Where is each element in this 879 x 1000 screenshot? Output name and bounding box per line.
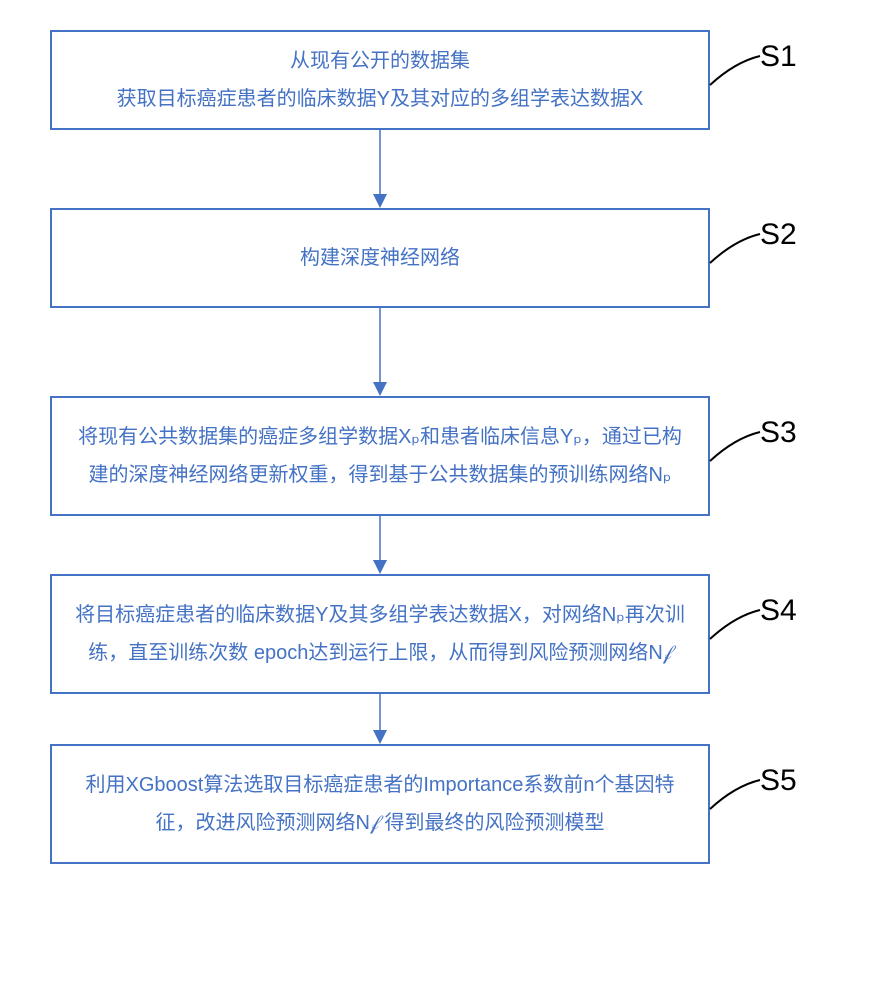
callout-swoosh bbox=[705, 604, 765, 644]
callout-swoosh bbox=[705, 228, 765, 268]
callout-swoosh bbox=[705, 774, 765, 814]
step-box-s4: 将目标癌症患者的临床数据Y及其多组学表达数据X，对网络Nₚ再次训练，直至训练次数… bbox=[50, 574, 710, 694]
step-box-s5: 利用XGboost算法选取目标癌症患者的Importance系数前n个基因特征，… bbox=[50, 744, 710, 864]
step-text: 从现有公开的数据集 bbox=[290, 42, 470, 80]
flow-arrow-icon bbox=[368, 308, 392, 396]
step-row-s1: 从现有公开的数据集获取目标癌症患者的临床数据Y及其对应的多组学表达数据X S1 bbox=[50, 30, 830, 130]
step-label-s3: S3 bbox=[760, 416, 797, 450]
step-row-s2: 构建深度神经网络 S2 bbox=[50, 208, 830, 308]
callout-swoosh bbox=[705, 426, 765, 466]
step-label-s4: S4 bbox=[760, 594, 797, 628]
step-box-s3: 将现有公共数据集的癌症多组学数据Xₚ和患者临床信息Yₚ，通过已构建的深度神经网络… bbox=[50, 396, 710, 516]
step-text: 构建深度神经网络 bbox=[300, 239, 460, 277]
arrow-wrap bbox=[50, 308, 710, 396]
step-text: 获取目标癌症患者的临床数据Y及其对应的多组学表达数据X bbox=[117, 80, 644, 118]
step-label-s5: S5 bbox=[760, 764, 797, 798]
step-box-s1: 从现有公开的数据集获取目标癌症患者的临床数据Y及其对应的多组学表达数据X bbox=[50, 30, 710, 130]
flow-arrow-icon bbox=[368, 130, 392, 208]
callout-swoosh bbox=[705, 50, 765, 90]
flow-arrow-icon bbox=[368, 516, 392, 574]
step-label-s2: S2 bbox=[760, 218, 797, 252]
step-box-s2: 构建深度神经网络 bbox=[50, 208, 710, 308]
step-row-s5: 利用XGboost算法选取目标癌症患者的Importance系数前n个基因特征，… bbox=[50, 744, 830, 864]
arrow-wrap bbox=[50, 694, 710, 744]
step-row-s3: 将现有公共数据集的癌症多组学数据Xₚ和患者临床信息Yₚ，通过已构建的深度神经网络… bbox=[50, 396, 830, 516]
arrow-wrap bbox=[50, 130, 710, 208]
flowchart-container: 从现有公开的数据集获取目标癌症患者的临床数据Y及其对应的多组学表达数据X S1 构建… bbox=[50, 30, 830, 864]
step-label-s1: S1 bbox=[760, 40, 797, 74]
step-text: 将目标癌症患者的临床数据Y及其多组学表达数据X，对网络Nₚ再次训练，直至训练次数… bbox=[72, 596, 688, 672]
arrow-wrap bbox=[50, 516, 710, 574]
step-text: 利用XGboost算法选取目标癌症患者的Importance系数前n个基因特征，… bbox=[72, 766, 688, 842]
step-text: 将现有公共数据集的癌症多组学数据Xₚ和患者临床信息Yₚ，通过已构建的深度神经网络… bbox=[72, 418, 688, 494]
flow-arrow-icon bbox=[368, 694, 392, 744]
step-row-s4: 将目标癌症患者的临床数据Y及其多组学表达数据X，对网络Nₚ再次训练，直至训练次数… bbox=[50, 574, 830, 694]
